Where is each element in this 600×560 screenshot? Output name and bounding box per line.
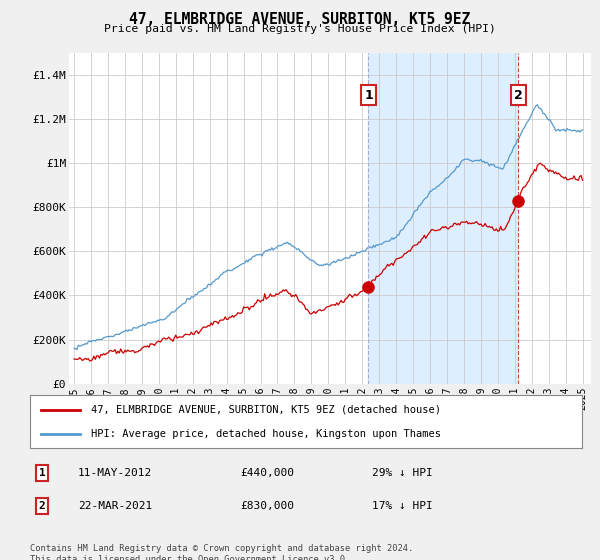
Text: £440,000: £440,000 [240,468,294,478]
Text: 29% ↓ HPI: 29% ↓ HPI [372,468,433,478]
Text: 1: 1 [38,468,46,478]
Text: 47, ELMBRIDGE AVENUE, SURBITON, KT5 9EZ: 47, ELMBRIDGE AVENUE, SURBITON, KT5 9EZ [130,12,470,27]
Text: 11-MAY-2012: 11-MAY-2012 [78,468,152,478]
Text: HPI: Average price, detached house, Kingston upon Thames: HPI: Average price, detached house, King… [91,429,441,439]
Text: Price paid vs. HM Land Registry's House Price Index (HPI): Price paid vs. HM Land Registry's House … [104,24,496,34]
Text: 22-MAR-2021: 22-MAR-2021 [78,501,152,511]
Text: 2: 2 [514,88,523,101]
Text: 47, ELMBRIDGE AVENUE, SURBITON, KT5 9EZ (detached house): 47, ELMBRIDGE AVENUE, SURBITON, KT5 9EZ … [91,405,441,415]
Text: 1: 1 [364,88,373,101]
Bar [368,53,518,384]
Text: £830,000: £830,000 [240,501,294,511]
Text: 2: 2 [38,501,46,511]
Text: Contains HM Land Registry data © Crown copyright and database right 2024.
This d: Contains HM Land Registry data © Crown c… [30,544,413,560]
Text: 17% ↓ HPI: 17% ↓ HPI [372,501,433,511]
